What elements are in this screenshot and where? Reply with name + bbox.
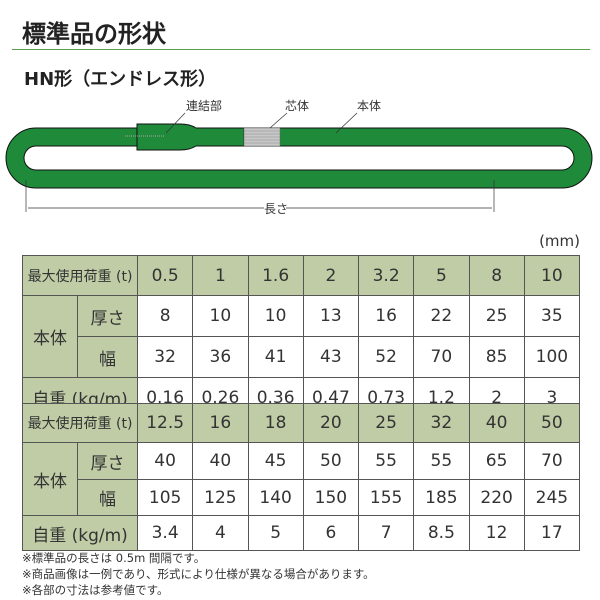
length-label: 長さ bbox=[264, 202, 288, 216]
cell: 245 bbox=[523, 479, 581, 516]
cell: 43 bbox=[302, 336, 360, 378]
cell: 105 bbox=[136, 479, 194, 516]
unit-label: (mm) bbox=[539, 232, 580, 250]
joint-sleeve bbox=[136, 123, 245, 151]
cell: 50 bbox=[302, 442, 360, 480]
cell: 12 bbox=[468, 515, 525, 551]
row-label-body: 本体 bbox=[22, 295, 78, 378]
table-row-width: 幅 105 125 140 150 155 185 220 245 bbox=[23, 479, 581, 516]
body-label: 本体 bbox=[357, 99, 381, 113]
table-row-thickness: 本体 厚さ 40 40 45 50 55 55 65 70 bbox=[22, 442, 581, 516]
cell: 4 bbox=[192, 515, 249, 551]
cell: 220 bbox=[468, 479, 525, 516]
cell: 40 bbox=[136, 442, 194, 480]
divider bbox=[12, 49, 590, 50]
cell: 50 bbox=[523, 403, 581, 443]
section-title: HN形（エンドレス形） bbox=[24, 69, 217, 90]
cell: 2 bbox=[302, 255, 360, 296]
cell: 25 bbox=[357, 403, 415, 443]
cell: 18 bbox=[247, 403, 304, 443]
note: ※標準品の長さは 0.5m 間隔です。 bbox=[22, 551, 206, 565]
cell: 13 bbox=[302, 295, 360, 337]
row-label-body: 本体 bbox=[22, 442, 78, 516]
row-label-width: 幅 bbox=[77, 479, 138, 516]
joint-label: 連結部 bbox=[186, 98, 222, 113]
notes: ※標準品の長さは 0.5m 間隔です。 ※商品画像は一例であり、形式により仕様が… bbox=[22, 550, 375, 598]
cell: 125 bbox=[192, 479, 249, 516]
cell: 55 bbox=[357, 442, 415, 480]
sling-loop bbox=[5, 127, 593, 189]
table-row-load: 最大使用荷重 (t) 0.5 1 1.6 2 3.2 5 8 10 bbox=[22, 255, 581, 296]
cell: 65 bbox=[468, 442, 525, 480]
sling-diagram: 連結部 芯体 本体 長さ bbox=[5, 98, 593, 216]
row-label-thickness: 厚さ bbox=[77, 295, 138, 337]
cell: 5 bbox=[247, 515, 304, 551]
cell: 7 bbox=[357, 515, 415, 551]
cell: 10 bbox=[523, 255, 581, 296]
cell: 1.6 bbox=[247, 255, 304, 296]
cell: 40 bbox=[192, 442, 249, 480]
row-label-load: 最大使用荷重 (t) bbox=[22, 255, 138, 296]
cell: 8 bbox=[136, 295, 194, 337]
cell: 41 bbox=[247, 336, 304, 378]
cell: 185 bbox=[413, 479, 470, 516]
cell: 12.5 bbox=[136, 403, 194, 443]
cell: 5 bbox=[413, 255, 470, 296]
cell: 35 bbox=[523, 295, 581, 337]
cell: 3.4 bbox=[136, 515, 194, 551]
spec-table-1: 最大使用荷重 (t) 0.5 1 1.6 2 3.2 5 8 10 本体 厚さ 8 10 10 13… bbox=[22, 255, 581, 418]
cell: 0.5 bbox=[136, 255, 194, 296]
table-row-width: 幅 32 36 41 43 52 70 85 100 bbox=[23, 336, 581, 378]
cell: 40 bbox=[468, 403, 525, 443]
table-row-load: 最大使用荷重 (t) 12.5 16 18 20 25 32 40 50 bbox=[22, 403, 581, 443]
cell: 150 bbox=[302, 479, 360, 516]
row-label-weight: 自重 (kg/m) bbox=[22, 515, 138, 551]
cell: 155 bbox=[357, 479, 415, 516]
cell: 8.5 bbox=[413, 515, 470, 551]
cell: 55 bbox=[413, 442, 470, 480]
cell: 25 bbox=[468, 295, 525, 337]
cell: 32 bbox=[136, 336, 194, 378]
table-row-weight: 自重 (kg/m) 3.4 4 5 6 7 8.5 12 17 bbox=[22, 515, 581, 551]
row-label-thickness: 厚さ bbox=[77, 442, 138, 480]
core-label: 芯体 bbox=[285, 99, 309, 113]
cell: 10 bbox=[192, 295, 249, 337]
cell: 8 bbox=[468, 255, 525, 296]
cell: 36 bbox=[192, 336, 249, 378]
cell: 100 bbox=[523, 336, 581, 378]
note: ※商品画像は一例であり、形式により仕様が異なる場合があります。 bbox=[22, 567, 375, 581]
cell: 17 bbox=[523, 515, 581, 551]
cell: 20 bbox=[302, 403, 360, 443]
cell: 10 bbox=[247, 295, 304, 337]
cell: 16 bbox=[192, 403, 249, 443]
cell: 3.2 bbox=[357, 255, 415, 296]
row-label-width: 幅 bbox=[77, 336, 138, 378]
cell: 52 bbox=[357, 336, 415, 378]
cell: 22 bbox=[413, 295, 470, 337]
cell: 6 bbox=[302, 515, 360, 551]
cell: 70 bbox=[413, 336, 470, 378]
cell: 1 bbox=[192, 255, 249, 296]
cell: 45 bbox=[247, 442, 304, 480]
cell: 85 bbox=[468, 336, 525, 378]
cell: 70 bbox=[523, 442, 581, 480]
cell: 140 bbox=[247, 479, 304, 516]
page-title: 標準品の形状 bbox=[22, 20, 166, 48]
spec-table-2: 最大使用荷重 (t) 12.5 16 18 20 25 32 40 50 本体 厚さ 40 40… bbox=[22, 403, 581, 551]
note: ※各部の寸法は参考値です。 bbox=[22, 583, 169, 597]
cell: 32 bbox=[413, 403, 470, 443]
cell: 16 bbox=[357, 295, 415, 337]
table-row-thickness: 本体 厚さ 8 10 10 13 16 22 25 35 bbox=[22, 295, 581, 378]
row-label-load: 最大使用荷重 (t) bbox=[22, 403, 138, 443]
